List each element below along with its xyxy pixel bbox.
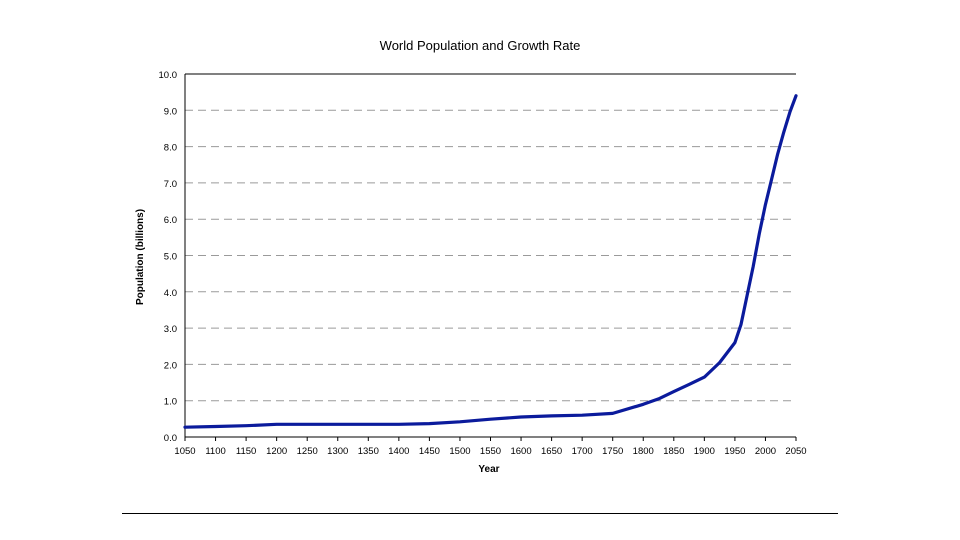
- x-tick-label: 1800: [633, 446, 654, 457]
- x-tick-label: 1450: [419, 446, 440, 457]
- y-tick-label: 3.0: [164, 324, 177, 335]
- y-tick-label: 0.0: [164, 433, 177, 444]
- x-tick-label: 1700: [572, 446, 593, 457]
- population-series-line: [183, 94, 798, 429]
- x-tick-label: 1050: [174, 446, 195, 457]
- x-tick-labels: 1050 1100 1150 1200 1250 1300 1350 1400 1450 1500…: [174, 446, 806, 457]
- y-tick-labels: 0.0 1.0 2.0 3.0 4.0 5.0 6.0 7.0 8.0 9.0 10.0: [159, 70, 178, 444]
- x-tick-label: 1600: [510, 446, 531, 457]
- x-tick-label: 1500: [449, 446, 470, 457]
- footer-divider: [122, 513, 838, 514]
- y-tick-label: 4.0: [164, 288, 177, 299]
- x-axis-label: Year: [478, 464, 499, 475]
- y-tick-label: 2.0: [164, 360, 177, 371]
- x-tick-label: 1950: [724, 446, 745, 457]
- x-tick-label: 2000: [755, 446, 776, 457]
- y-tick-label: 8.0: [164, 143, 177, 154]
- x-tick-label: 1350: [358, 446, 379, 457]
- x-tick-label: 1750: [602, 446, 623, 457]
- y-tick-label: 1.0: [164, 397, 177, 408]
- x-tick-label: 1850: [663, 446, 684, 457]
- chart-title: World Population and Growth Rate: [380, 38, 581, 53]
- y-tick-label: 6.0: [164, 215, 177, 226]
- x-tick-label: 1550: [480, 446, 501, 457]
- x-tick-label: 1300: [327, 446, 348, 457]
- y-tick-label: 5.0: [164, 252, 177, 263]
- x-tick-label: 1900: [694, 446, 715, 457]
- x-tick-label: 1400: [388, 446, 409, 457]
- axes: [184, 74, 797, 441]
- x-tick-label: 2050: [785, 446, 806, 457]
- x-tick-label: 1250: [297, 446, 318, 457]
- x-tick-label: 1650: [541, 446, 562, 457]
- y-tick-label: 9.0: [164, 106, 177, 117]
- y-axis-label: Population (billions): [135, 209, 146, 305]
- y-tick-label: 7.0: [164, 179, 177, 190]
- series-layer: [183, 94, 798, 429]
- x-tick-label: 1100: [205, 446, 225, 457]
- x-tick-label: 1150: [236, 446, 256, 457]
- grid-lines: [185, 73, 796, 402]
- x-tick-label: 1200: [266, 446, 287, 457]
- y-tick-label: 10.0: [159, 70, 178, 81]
